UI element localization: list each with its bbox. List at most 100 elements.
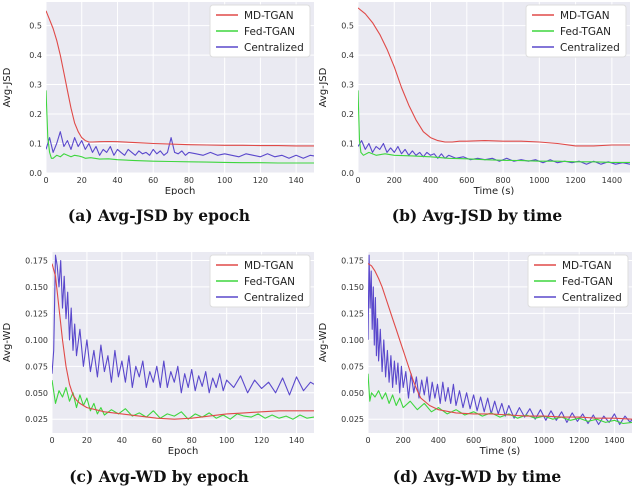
chart-panel-jsd-time: 0 200 400 600 800 1000 1200 1400 0.0 0.1 0.2 0.3 0.4… <box>318 0 636 232</box>
legend-label: Fed-TGAN <box>560 26 611 38</box>
series-line-fed <box>358 90 630 163</box>
x-tick-label: 600 <box>459 176 474 185</box>
chart-jsd-epoch: 0 20 40 60 80 100 120 140 0.0 0.1 0.2 0.3 0.4 0.5 Epoc… <box>2 2 314 195</box>
y-tick-label: 0.025 <box>341 415 364 424</box>
series-line-cen <box>358 140 630 165</box>
x-tick-label: 400 <box>423 176 438 185</box>
legend-label: MD-TGAN <box>244 260 294 272</box>
y-axis-label: Avg-WD <box>2 323 13 363</box>
legend-label: Fed-TGAN <box>244 276 295 288</box>
y-tick-label: 0.175 <box>341 256 364 265</box>
x-axis-label: Time (s) <box>479 446 521 457</box>
chart-jsd-time: 0 200 400 600 800 1000 1200 1400 0.0 0.1 0.2 0.3 0.4… <box>318 2 630 195</box>
x-tick-label: 120 <box>254 436 269 445</box>
x-axis-label: Epoch <box>165 186 196 195</box>
chart-panel-wd-time: 0 200 400 600 800 1000 1200 1400 0.025 0.050 0.075… <box>318 250 636 495</box>
y-tick-label: 0.3 <box>29 81 42 90</box>
y-axis-label: Avg-JSD <box>2 67 13 107</box>
y-tick-label: 0.050 <box>341 389 364 398</box>
x-tick-label: 800 <box>495 176 510 185</box>
y-tick-label: 0.1 <box>29 140 42 149</box>
series-line-md <box>358 7 630 147</box>
x-tick-label: 40 <box>112 176 122 185</box>
y-tick-label: 0.3 <box>341 81 354 90</box>
series-line-cen <box>52 254 314 396</box>
x-tick-label: 20 <box>77 176 87 185</box>
series-line-md <box>368 263 632 420</box>
y-tick-label: 0.0 <box>341 169 354 178</box>
chart-panel-jsd-epoch: 0 20 40 60 80 100 120 140 0.0 0.1 0.2 0.3 0.4 0.5 Epoc… <box>0 0 318 232</box>
x-tick-label: 120 <box>253 176 268 185</box>
y-axis-label: Avg-JSD <box>318 67 329 107</box>
x-tick-label: 200 <box>396 436 411 445</box>
x-tick-label: 200 <box>387 176 402 185</box>
chart-caption: (a) Avg-JSD by epoch <box>67 206 251 225</box>
x-tick-label: 140 <box>289 436 304 445</box>
chart-panel-wd-epoch: 0 20 40 60 80 100 120 140 0.025 0.050 0.075 0.100 0.… <box>0 250 318 495</box>
x-tick-label: 100 <box>219 436 234 445</box>
series-line-md <box>52 263 314 420</box>
x-tick-label: 20 <box>82 436 92 445</box>
x-tick-label: 40 <box>117 436 127 445</box>
series-line-cen <box>368 254 632 426</box>
x-tick-label: 1400 <box>604 436 624 445</box>
x-tick-label: 60 <box>152 436 162 445</box>
x-tick-label: 0 <box>49 436 54 445</box>
x-tick-label: 1000 <box>534 436 554 445</box>
y-tick-label: 0.4 <box>341 51 354 60</box>
x-tick-label: 140 <box>288 176 303 185</box>
series-line-fed <box>368 373 632 425</box>
x-tick-label: 80 <box>184 176 194 185</box>
x-tick-label: 400 <box>431 436 446 445</box>
chart-caption: (c) Avg-WD by epoch <box>69 467 249 486</box>
y-tick-label: 0.025 <box>25 415 48 424</box>
x-tick-label: 0 <box>365 436 370 445</box>
x-tick-label: 0 <box>43 176 48 185</box>
y-tick-label: 0.1 <box>341 140 354 149</box>
y-tick-label: 0.175 <box>25 256 48 265</box>
legend-label: Fed-TGAN <box>562 276 613 288</box>
legend-box <box>209 4 311 58</box>
y-tick-label: 0.100 <box>341 336 364 345</box>
legend-label: MD-TGAN <box>562 260 612 272</box>
legend-box <box>527 254 629 308</box>
legend-box <box>525 4 627 58</box>
series-line-fed <box>46 90 314 164</box>
x-tick-label: 100 <box>217 176 232 185</box>
y-tick-label: 0.0 <box>29 169 42 178</box>
x-tick-label: 80 <box>187 436 197 445</box>
y-tick-label: 0.5 <box>29 22 42 31</box>
chart-wd-time: 0 200 400 600 800 1000 1200 1400 0.025 0.050 0.075… <box>318 252 632 457</box>
legend-box <box>209 254 311 308</box>
chart-caption: (d) Avg-WD by time <box>392 467 562 486</box>
legend-label: MD-TGAN <box>560 10 610 22</box>
y-tick-label: 0.125 <box>341 309 364 318</box>
x-tick-label: 1200 <box>569 436 589 445</box>
y-axis-label: Avg-WD <box>318 323 329 363</box>
y-tick-label: 0.100 <box>25 336 48 345</box>
chart-caption: (b) Avg-JSD by time <box>391 206 563 225</box>
y-tick-label: 0.2 <box>341 110 354 119</box>
y-tick-label: 0.150 <box>25 283 48 292</box>
series-line-cen <box>46 131 314 159</box>
legend-label: Centralized <box>244 292 304 304</box>
y-tick-label: 0.125 <box>25 309 48 318</box>
x-tick-label: 0 <box>355 176 360 185</box>
y-tick-label: 0.2 <box>29 110 42 119</box>
legend-label: MD-TGAN <box>244 10 294 22</box>
x-tick-label: 1400 <box>602 176 622 185</box>
x-axis-label: Epoch <box>168 446 199 457</box>
y-tick-label: 0.4 <box>29 51 42 60</box>
legend-label: Centralized <box>560 42 620 54</box>
x-tick-label: 1000 <box>529 176 549 185</box>
x-tick-label: 1200 <box>565 176 585 185</box>
x-tick-label: 800 <box>501 436 516 445</box>
y-tick-label: 0.075 <box>25 362 48 371</box>
legend-label: Centralized <box>244 42 304 54</box>
y-tick-label: 0.5 <box>341 22 354 31</box>
y-tick-label: 0.050 <box>25 389 48 398</box>
legend-label: Fed-TGAN <box>244 26 295 38</box>
chart-wd-epoch: 0 20 40 60 80 100 120 140 0.025 0.050 0.075 0.100 0.… <box>2 252 314 457</box>
y-tick-label: 0.075 <box>341 362 364 371</box>
x-axis-label: Time (s) <box>473 186 515 195</box>
